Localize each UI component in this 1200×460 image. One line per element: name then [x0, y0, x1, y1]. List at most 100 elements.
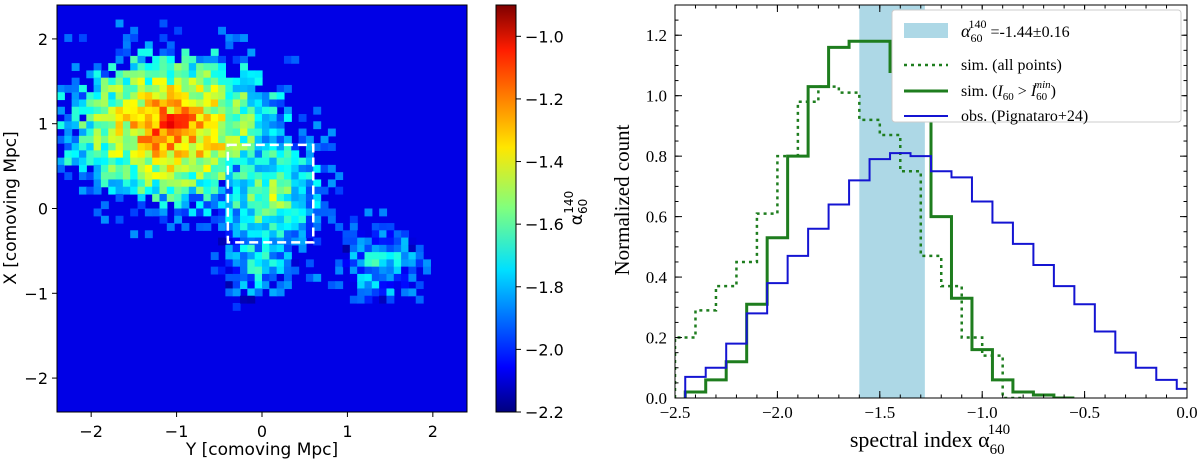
map-pixel — [371, 266, 380, 275]
map-pixel — [379, 223, 388, 231]
map-pixel — [232, 230, 241, 239]
map-pixel — [305, 143, 314, 151]
map-pixel — [283, 237, 292, 246]
map-pixel — [100, 121, 109, 130]
colorbar-label-sup: 140 — [562, 191, 576, 214]
map-pixel — [254, 215, 263, 224]
map-pixel — [100, 128, 109, 137]
map-pixel — [159, 55, 168, 64]
map-pixel — [218, 208, 226, 217]
map-pixel — [386, 273, 395, 282]
map-pixel — [305, 157, 314, 166]
map-pixel — [159, 143, 168, 151]
map-pixel — [78, 135, 87, 144]
map-pixel — [371, 244, 380, 253]
histogram-y-tick-label: 0.2 — [646, 329, 667, 348]
map-pixel — [115, 19, 124, 28]
map-pixel — [174, 114, 183, 122]
map-pixel — [379, 273, 388, 282]
map-pixel — [159, 201, 168, 210]
map-pixel — [57, 92, 65, 101]
map-pixel — [262, 106, 270, 115]
map-pixel — [100, 77, 109, 86]
map-pixel — [218, 201, 226, 210]
histogram-x-tick-label: −1.0 — [967, 403, 998, 422]
map-pixel — [291, 179, 300, 188]
map-pixel — [181, 135, 190, 144]
map-pixel — [349, 244, 358, 253]
map-pixel — [254, 186, 263, 195]
legend-cut-suffix: ) — [1051, 83, 1056, 100]
map-pixel — [64, 84, 73, 93]
map-pixel — [305, 135, 314, 144]
map-pixel — [196, 157, 205, 166]
map-pixel — [254, 150, 263, 159]
map-pixel — [130, 172, 139, 181]
map-pixel — [166, 143, 175, 151]
map-pixel — [415, 244, 424, 253]
map-pixel — [269, 237, 278, 246]
histogram-legend: α60140 =-1.44±0.16 sim. (all points) sim… — [891, 9, 1182, 125]
map-pixel — [379, 259, 388, 268]
map-pixel — [93, 106, 102, 115]
map-pixel — [408, 288, 417, 297]
map-pixel — [130, 70, 139, 79]
map-pixel — [254, 92, 263, 101]
map-pixel — [144, 41, 153, 50]
map-pixel — [174, 70, 183, 79]
map-pixel — [100, 84, 109, 93]
map-pixel — [210, 63, 219, 72]
map-pixel — [159, 150, 168, 159]
map-pixel — [137, 193, 146, 202]
map-pixel — [166, 106, 175, 115]
map-pixel — [152, 70, 161, 79]
histogram-y-tick-label: 1.2 — [646, 26, 667, 45]
map-pixel — [152, 164, 161, 173]
map-pixel — [276, 281, 285, 290]
map-pixel — [181, 77, 190, 86]
map-pixel — [423, 259, 431, 268]
map-pixel — [210, 70, 219, 79]
map-pixel — [269, 281, 278, 290]
map-pixel — [93, 128, 102, 137]
map-pixel — [305, 172, 314, 181]
map-y-tick-label: 0 — [38, 200, 48, 219]
map-pixel — [342, 237, 351, 246]
map-pixel — [108, 157, 117, 166]
map-pixel — [247, 114, 256, 122]
map-pixel — [203, 150, 212, 159]
map-pixel — [210, 157, 219, 166]
map-pixel — [305, 179, 314, 188]
map-pixel — [313, 273, 322, 282]
map-pixel — [174, 150, 183, 159]
map-pixel — [196, 201, 205, 210]
map-pixel — [240, 259, 248, 268]
map-pixel — [144, 63, 153, 72]
map-pixel — [166, 63, 175, 72]
map-pixel — [247, 106, 256, 115]
map-pixel — [218, 77, 226, 86]
map-pixel — [188, 99, 197, 108]
map-pixel — [71, 99, 80, 108]
map-pixel — [247, 164, 256, 173]
map-pixel — [415, 281, 424, 290]
map-pixel — [291, 172, 300, 181]
map-pixel — [122, 106, 131, 115]
map-pixel — [240, 179, 248, 188]
map-pixel — [240, 172, 248, 181]
map-pixel — [86, 92, 95, 101]
map-pixel — [364, 237, 373, 246]
map-pixel — [137, 135, 146, 144]
map-pixel — [305, 259, 314, 268]
map-pixel — [196, 63, 205, 72]
map-pixel — [269, 121, 278, 130]
map-pixel — [240, 143, 248, 151]
map-pixel — [188, 157, 197, 166]
map-pixel — [240, 223, 248, 231]
map-pixel — [225, 34, 234, 42]
map-pixel — [313, 121, 322, 130]
map-pixel — [305, 208, 314, 217]
map-pixel — [108, 179, 117, 188]
map-pixel — [130, 179, 139, 188]
map-pixel — [203, 186, 212, 195]
